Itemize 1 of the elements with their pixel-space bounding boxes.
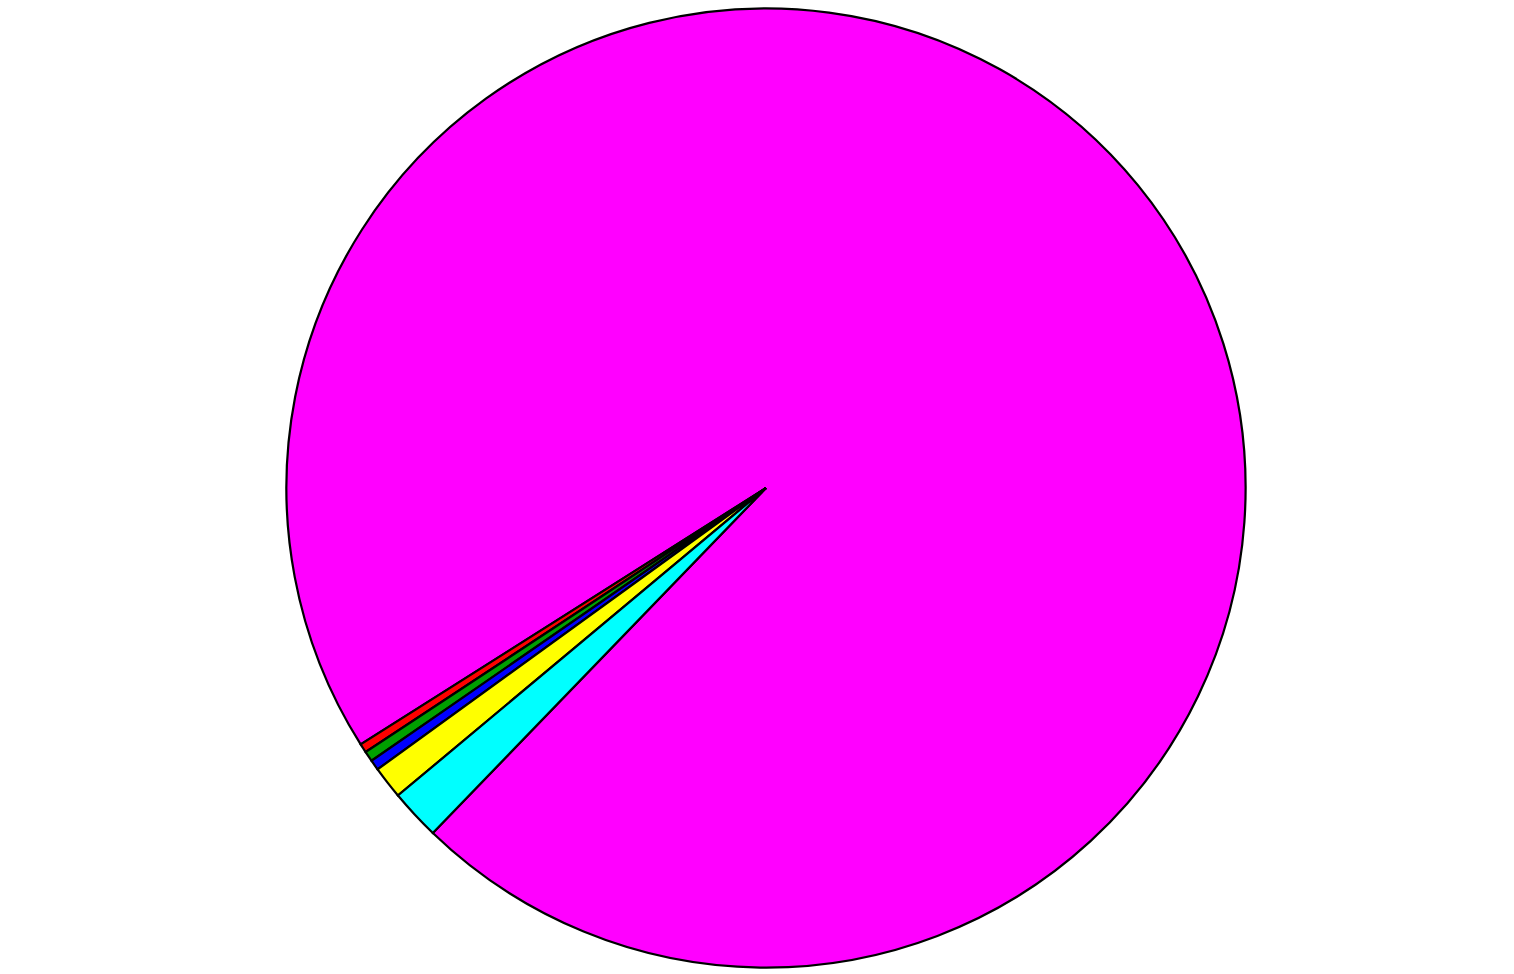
pie-slice — [285, 7, 1247, 969]
